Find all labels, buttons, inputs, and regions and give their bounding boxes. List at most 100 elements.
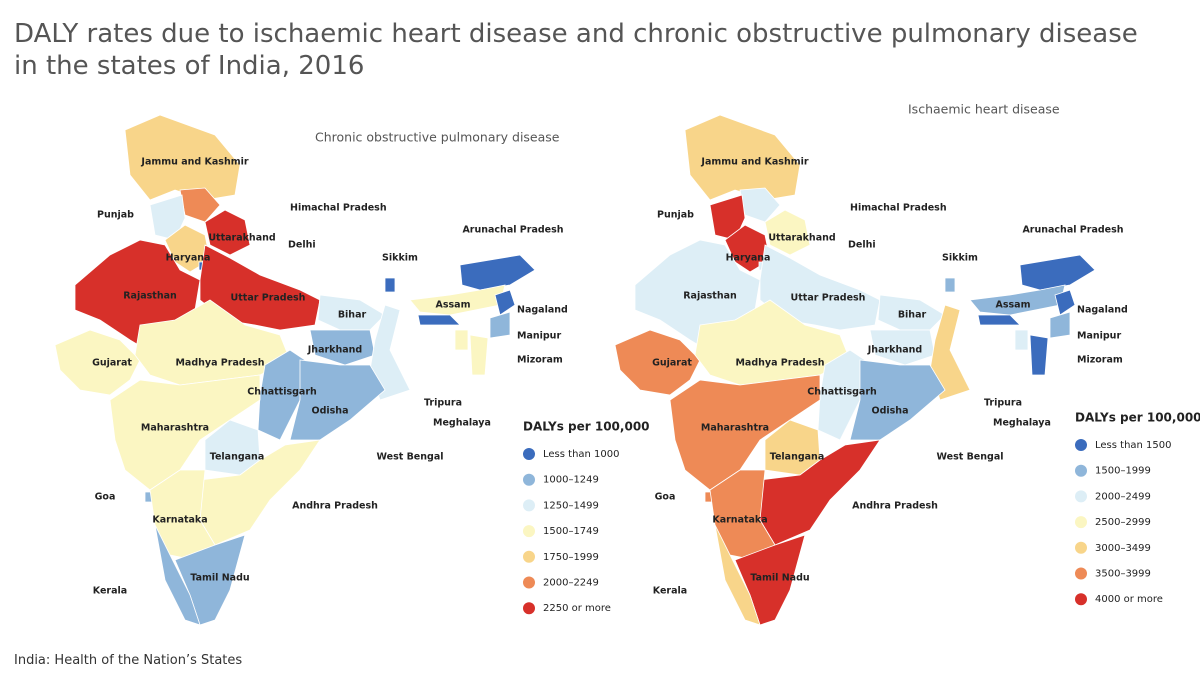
state-label: Odisha bbox=[312, 406, 349, 417]
state-region bbox=[459, 254, 536, 291]
page-title: DALY rates due to ischaemic heart diseas… bbox=[14, 19, 1138, 81]
state-label: Delhi bbox=[288, 240, 316, 251]
state-label: Uttar Pradesh bbox=[231, 293, 306, 304]
legend-swatch bbox=[1075, 464, 1087, 477]
state-region bbox=[489, 311, 511, 339]
state-label: Assam bbox=[436, 300, 471, 311]
legend-title: DALYs per 100,000 bbox=[523, 420, 650, 434]
map-title: Ischaemic heart disease bbox=[908, 102, 1060, 117]
state-label: Himachal Pradesh bbox=[850, 203, 947, 214]
state-label: Manipur bbox=[517, 331, 561, 342]
legend-label: 1250–1499 bbox=[543, 500, 599, 511]
state-label: Uttar Pradesh bbox=[791, 293, 866, 304]
state-label: Kerala bbox=[653, 586, 687, 597]
state-label: West Bengal bbox=[936, 452, 1003, 463]
state-label: Mizoram bbox=[517, 355, 563, 366]
state-label: West Bengal bbox=[376, 452, 443, 463]
legend-label: 3000–3499 bbox=[1095, 543, 1151, 554]
legend-swatch bbox=[523, 576, 535, 589]
legend-label: 1500–1749 bbox=[543, 526, 599, 537]
state-label: Andhra Pradesh bbox=[292, 501, 378, 512]
state-label: Rajasthan bbox=[123, 291, 177, 302]
state-label: Jammu and Kashmir bbox=[700, 157, 808, 168]
state-label: Meghalaya bbox=[433, 418, 491, 429]
legend-swatch bbox=[523, 473, 535, 486]
state-label: Odisha bbox=[872, 406, 909, 417]
state-region bbox=[759, 244, 881, 331]
state-label: Maharashtra bbox=[701, 423, 769, 434]
source: India: Health of the Nation’s States bbox=[14, 653, 243, 668]
state-label: Nagaland bbox=[517, 305, 568, 316]
state-label: Gujarat bbox=[92, 358, 132, 369]
state-region bbox=[204, 209, 251, 256]
state-region bbox=[494, 289, 516, 316]
state-region bbox=[944, 277, 956, 293]
legend-swatch bbox=[1075, 490, 1087, 503]
state-region bbox=[54, 329, 141, 396]
state-label: Rajasthan bbox=[683, 291, 737, 302]
legend-label: 2250 or more bbox=[543, 603, 611, 614]
legend-swatch bbox=[1075, 541, 1087, 554]
legend-swatch bbox=[1075, 567, 1087, 580]
legend-swatch bbox=[523, 499, 535, 512]
legend-swatch bbox=[523, 550, 535, 563]
state-region bbox=[384, 277, 396, 293]
state-label: Goa bbox=[95, 492, 116, 503]
legend-label: 1750–1999 bbox=[543, 552, 599, 563]
legend-label: 2500–2999 bbox=[1095, 517, 1151, 528]
state-label: Jharkhand bbox=[307, 345, 362, 356]
legend-label: Less than 1500 bbox=[1095, 440, 1172, 451]
state-label: Madhya Pradesh bbox=[175, 358, 264, 369]
state-label: Tripura bbox=[424, 398, 462, 409]
state-region bbox=[289, 359, 386, 441]
state-label: Tamil Nadu bbox=[190, 573, 249, 584]
state-region bbox=[199, 244, 321, 331]
state-label: Punjab bbox=[657, 210, 694, 221]
state-region bbox=[1029, 334, 1049, 376]
state-label: Jharkhand bbox=[867, 345, 922, 356]
state-label: Madhya Pradesh bbox=[735, 358, 824, 369]
state-label: Telangana bbox=[210, 452, 264, 463]
state-region bbox=[1054, 289, 1076, 316]
state-region bbox=[684, 114, 801, 201]
state-label: Karnataka bbox=[152, 515, 207, 526]
state-region bbox=[154, 524, 201, 626]
legend-swatch bbox=[523, 602, 535, 615]
legend-swatch bbox=[1075, 593, 1087, 606]
state-label: Manipur bbox=[1077, 331, 1121, 342]
state-label: Mizoram bbox=[1077, 355, 1123, 366]
state-label: Delhi bbox=[848, 240, 876, 251]
state-region bbox=[977, 314, 1021, 326]
state-region bbox=[369, 304, 411, 401]
state-label: Assam bbox=[996, 300, 1031, 311]
state-label: Haryana bbox=[726, 253, 771, 264]
state-label: Karnataka bbox=[712, 515, 767, 526]
legend-swatch bbox=[523, 525, 535, 538]
state-region bbox=[614, 329, 701, 396]
state-region bbox=[929, 304, 971, 401]
legend-label: 2000–2499 bbox=[1095, 491, 1151, 502]
state-label: Nagaland bbox=[1077, 305, 1128, 316]
legend-label: 2000–2249 bbox=[543, 578, 599, 589]
state-label: Gujarat bbox=[652, 358, 692, 369]
state-label: Jammu and Kashmir bbox=[140, 157, 248, 168]
state-label: Haryana bbox=[166, 253, 211, 264]
legend-label: 1500–1999 bbox=[1095, 466, 1151, 477]
state-label: Uttarakhand bbox=[208, 233, 275, 244]
state-region bbox=[1014, 329, 1029, 351]
state-region bbox=[764, 209, 811, 256]
state-label: Andhra Pradesh bbox=[852, 501, 938, 512]
state-label: Telangana bbox=[770, 452, 824, 463]
maps: Chronic obstructive pulmonary disease Jam… bbox=[54, 102, 1200, 626]
state-label: Kerala bbox=[93, 586, 127, 597]
state-region bbox=[817, 349, 866, 441]
state-region bbox=[714, 524, 761, 626]
state-region bbox=[469, 334, 489, 376]
state-label: Himachal Pradesh bbox=[290, 203, 387, 214]
state-label: Maharashtra bbox=[141, 423, 209, 434]
state-region bbox=[124, 114, 241, 201]
legend-label: 1000–1249 bbox=[543, 475, 599, 486]
map-title: Chronic obstructive pulmonary disease bbox=[315, 130, 560, 145]
legend-label: Less than 1000 bbox=[543, 449, 620, 460]
